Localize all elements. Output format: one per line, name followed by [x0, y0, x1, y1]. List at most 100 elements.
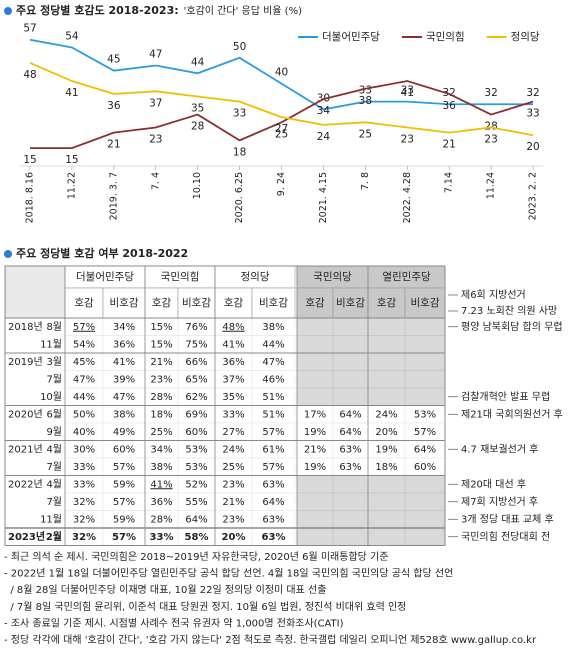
cell-value: 60% [113, 444, 135, 455]
row-label-cell [5, 440, 65, 458]
cell-value: 57% [113, 462, 135, 473]
empty-cell [367, 317, 406, 336]
sub-header [214, 287, 253, 319]
data-label: 44 [191, 56, 205, 68]
cell-value: 45% [73, 357, 95, 368]
cell-value: 21% [222, 497, 244, 508]
empty-cell [296, 387, 334, 406]
empty-cell [332, 387, 369, 406]
empty-cell [367, 527, 406, 546]
row-label-cell [5, 353, 65, 371]
cell-value: 39% [113, 374, 135, 385]
data-label: 32 [484, 87, 497, 99]
footnote: / 8월 28일 더불어민주당 이재명 대표, 10월 22일 정의당 이정미 … [4, 584, 326, 596]
cell-value: 49% [113, 427, 135, 438]
cell-value: 59% [113, 479, 135, 490]
empty-cell [367, 370, 406, 389]
sub-header [367, 287, 406, 319]
x-tick-label: 2023. 2. 2 [528, 172, 539, 220]
cell-value: 64% [339, 409, 361, 420]
footnote: - 정당 각각에 대해 '호감이 간다', '호감 가지 않는다' 2점 척도로… [4, 633, 537, 646]
cell-value: 50% [73, 409, 95, 420]
empty-cell [296, 475, 334, 494]
cell-value: 19% [375, 444, 397, 455]
data-label: 23 [401, 133, 414, 145]
party-name: 정의당 [241, 271, 270, 283]
party-name: 열린민주당 [382, 271, 431, 283]
x-tick-label: 7. 8 [360, 172, 371, 190]
empty-cell [404, 492, 446, 511]
row-month: 7월 [46, 461, 62, 473]
row-note: 4.7 재보궐선거 후 [461, 442, 538, 455]
cell-value: 32% [73, 497, 95, 508]
row-label-cell [5, 475, 65, 493]
row-year: 2021년 [8, 443, 43, 455]
data-label: 24 [317, 131, 331, 143]
cell-value: 44% [73, 392, 95, 403]
empty-cell [367, 352, 406, 371]
cell-value: 34% [150, 444, 172, 455]
empty-cell [332, 475, 369, 494]
row-label-cell [5, 388, 65, 406]
cell-value: 40% [73, 427, 95, 438]
cell-value: 65% [185, 374, 207, 385]
legend-label: 국민의힘 [426, 31, 465, 43]
empty-cell [404, 387, 446, 406]
series-line [29, 38, 533, 111]
cell-value: 64% [262, 497, 284, 508]
data-label: 57 [23, 23, 36, 35]
cell-value: 27% [222, 427, 244, 438]
empty-cell [367, 492, 406, 511]
empty-cell [296, 335, 334, 354]
data-label: 20 [526, 141, 539, 153]
x-tick-label: 2021. 4.15 [318, 172, 329, 223]
cell-value: 51% [262, 392, 284, 403]
sub-header [144, 287, 179, 319]
empty-cell [404, 527, 446, 546]
row-month: 6월 [46, 408, 62, 420]
empty-cell [296, 370, 334, 389]
data-label: 41 [65, 87, 78, 99]
row-label-cell [5, 370, 65, 388]
cell-value: 58% [185, 532, 209, 543]
cell-value: 61% [262, 444, 284, 455]
cell-value: 21% [150, 357, 172, 368]
cell-value: 38% [150, 462, 172, 473]
x-tick-label: 2018. 8.16 [25, 172, 36, 223]
cell-value: 37% [222, 374, 244, 385]
cell-value: 23% [222, 514, 244, 525]
cell-value: 36% [222, 357, 244, 368]
cell-value: 52% [185, 479, 207, 490]
cell-value: 24% [222, 444, 244, 455]
cell-value: 19% [304, 462, 326, 473]
cell-value: 76% [185, 322, 207, 333]
cell-value: 62% [185, 392, 207, 403]
x-tick-label: 9. 24 [276, 172, 287, 196]
empty-cell [332, 370, 369, 389]
cell-value: 33% [150, 532, 174, 543]
cell-value: 59% [113, 514, 135, 525]
cell-value: 63% [339, 444, 361, 455]
empty-cell [332, 527, 369, 546]
table-border [4, 265, 446, 546]
empty-cell [404, 352, 446, 371]
cell-value: 51% [262, 409, 284, 420]
bullet [4, 250, 12, 258]
row-note: 국민의힘 전당대회 전 [461, 531, 550, 543]
row-label-cell [5, 423, 65, 441]
sub-header-label: 호감 [224, 297, 244, 309]
cell-value: 64% [414, 444, 436, 455]
footnote: - 조사 종료일 기준 제시. 시점별 사례수 전국 유권자 약 1,000명 … [4, 617, 344, 629]
data-label: 45 [107, 54, 120, 66]
data-label: 21 [107, 139, 120, 151]
cell-value: 21% [304, 444, 326, 455]
data-label: 15 [23, 154, 36, 166]
sub-header-label: 호감 [305, 297, 325, 309]
cell-value: 33% [73, 479, 95, 490]
row-label-cell [5, 528, 65, 546]
data-label: 27 [275, 123, 288, 135]
empty-cell [296, 492, 334, 511]
data-label: 36 [107, 100, 121, 112]
sub-header [177, 287, 216, 319]
cell-value: 60% [414, 462, 436, 473]
